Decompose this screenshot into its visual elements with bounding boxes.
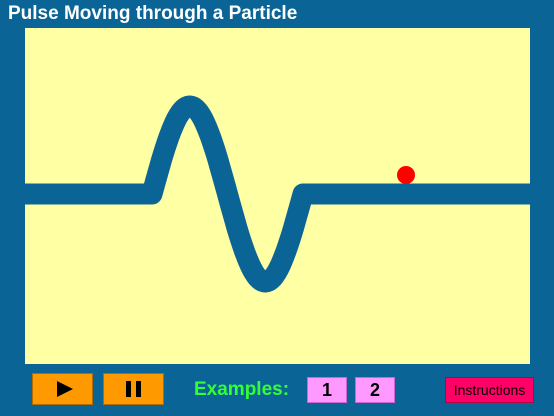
pause-icon [126,381,141,397]
page-title: Pulse Moving through a Particle [8,3,298,24]
example-2-button[interactable]: 2 [355,377,395,403]
play-button[interactable] [32,373,93,405]
pause-button[interactable] [103,373,164,405]
play-icon [56,381,73,397]
examples-label: Examples: [194,379,290,400]
example-1-button[interactable]: 1 [307,377,347,403]
instructions-button[interactable]: Instructions [445,377,534,403]
simulation-canvas [25,28,530,364]
